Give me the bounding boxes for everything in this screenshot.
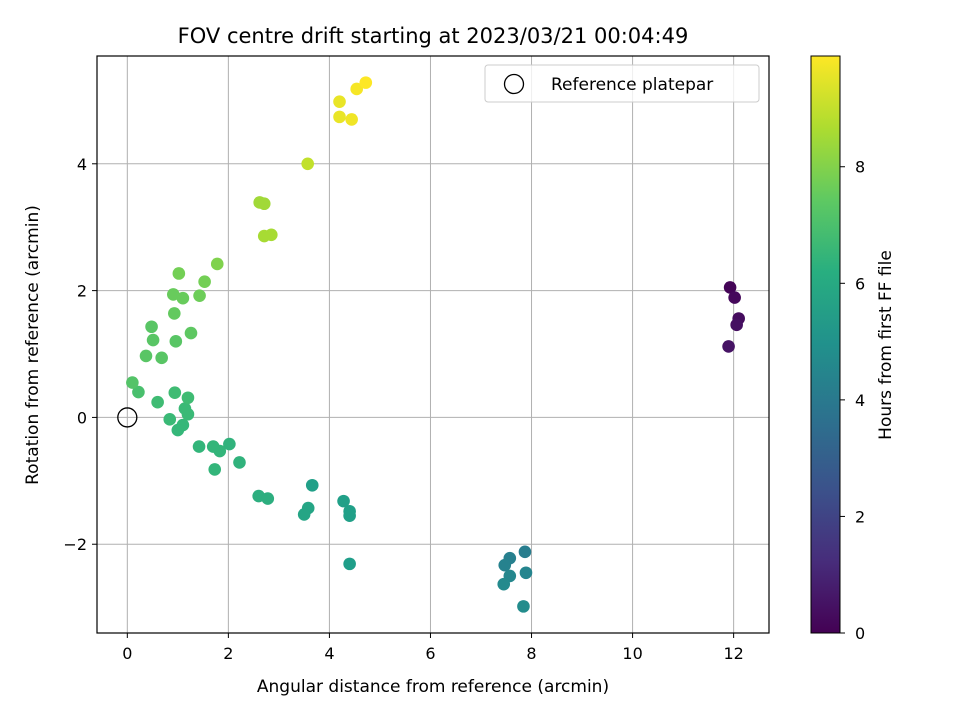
data-point [517, 600, 530, 613]
data-point [146, 333, 160, 347]
data-point [233, 456, 246, 469]
x-tick-label: 8 [526, 644, 536, 663]
data-point [497, 577, 511, 591]
colorbar-tick-label: 6 [855, 274, 865, 293]
data-point [155, 351, 168, 365]
data-point [730, 318, 743, 332]
data-point [168, 307, 181, 320]
data-point [305, 478, 319, 492]
x-tick-label: 4 [324, 644, 334, 663]
colorbar: 0 2 4 6 8 Hours from first FF file [810, 55, 896, 643]
data-point [206, 440, 220, 453]
data-point [337, 494, 350, 508]
data-point [223, 437, 236, 451]
data-point [166, 288, 180, 301]
data-point [350, 82, 364, 96]
data-point [163, 413, 177, 426]
data-point [193, 289, 206, 302]
colorbar-tick-label: 2 [855, 507, 865, 526]
data-point [171, 423, 185, 437]
data-point [208, 463, 222, 476]
data-point [210, 257, 224, 271]
y-tick-label: 0 [77, 408, 87, 427]
legend-box [484, 64, 760, 103]
axes-frame [96, 55, 770, 634]
reference-platepar-marker [117, 407, 138, 428]
data-point [333, 95, 346, 108]
data-point [168, 386, 182, 399]
data-point [265, 228, 278, 242]
data-point [192, 440, 206, 453]
x-tick-label: 12 [723, 644, 743, 663]
x-tick-label: 0 [122, 644, 132, 663]
y-tick-label: 2 [77, 282, 87, 301]
colorbar-gradient [810, 55, 841, 634]
data-point [126, 376, 139, 389]
x-tick-label: 10 [622, 644, 642, 663]
data-point [722, 340, 735, 353]
legend-label-reference: Reference platepar [551, 75, 713, 95]
data-point [169, 335, 183, 348]
x-tick-label: 2 [223, 644, 233, 663]
y-tick-label: −2 [63, 535, 87, 554]
legend: Reference platepar [484, 64, 760, 103]
colorbar-ticks: 0 2 4 6 8 [840, 158, 865, 643]
colorbar-tick-label: 8 [855, 158, 865, 177]
x-axis-label: Angular distance from reference (arcmin) [257, 677, 609, 697]
x-axis-ticks: 0 2 4 6 8 10 12 [122, 633, 744, 663]
data-point [145, 320, 158, 334]
data-point [345, 113, 358, 126]
data-point [261, 492, 275, 505]
chart-title: FOV centre drift starting at 2023/03/21 … [178, 24, 689, 48]
plot-points [117, 76, 745, 613]
data-point [176, 291, 190, 305]
data-point [359, 76, 373, 89]
data-point [498, 558, 512, 572]
colorbar-label: Hours from first FF file [876, 250, 896, 440]
data-point [297, 508, 311, 521]
data-point [172, 267, 186, 280]
data-point [343, 557, 356, 571]
data-point [333, 110, 346, 124]
data-point [139, 349, 153, 363]
plot-grid [97, 56, 769, 633]
legend-marker-reference [503, 73, 525, 95]
data-point [519, 566, 533, 580]
y-axis-label: Rotation from reference (arcmin) [23, 205, 43, 485]
plot-frame [96, 55, 770, 634]
y-tick-label: 4 [77, 155, 87, 174]
data-point [151, 395, 164, 409]
x-tick-label: 6 [425, 644, 435, 663]
data-point [343, 509, 356, 522]
data-point [257, 197, 271, 211]
colorbar-tick-label: 0 [855, 624, 865, 643]
data-point [132, 385, 145, 399]
data-point [518, 545, 532, 559]
data-point [181, 391, 195, 405]
data-point [723, 281, 737, 294]
colorbar-tick-label: 4 [855, 391, 865, 410]
data-point [728, 291, 741, 304]
data-point [301, 157, 314, 171]
data-point [178, 402, 192, 415]
data-point [184, 326, 198, 340]
y-axis-ticks: −2 0 2 4 [63, 155, 97, 554]
data-point [198, 275, 211, 289]
